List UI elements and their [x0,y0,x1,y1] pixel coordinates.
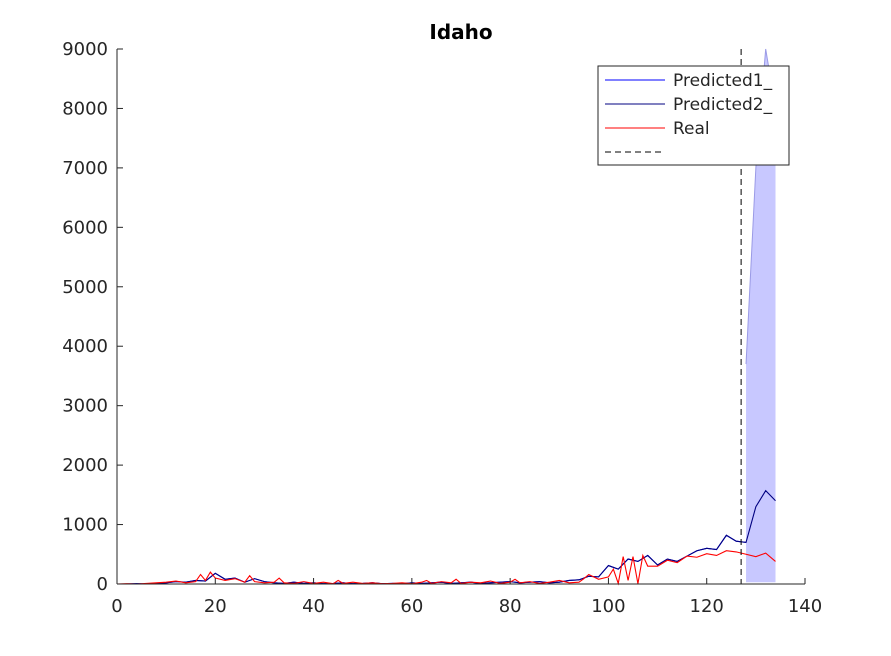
y-tick-label-8: 8000 [62,98,108,119]
legend-box [597,65,790,166]
legend-label-0: Predicted1_ [673,71,773,91]
x-tick-label-2: 40 [302,596,325,617]
legend-label-1: Predicted2_ [673,95,773,115]
y-tick-label-9: 9000 [62,39,108,60]
y-tick-label-7: 7000 [62,158,108,179]
y-tick-label-0: 0 [97,574,108,595]
confidence-band [746,49,776,583]
y-tick-label-6: 6000 [62,217,108,238]
x-tick-label-5: 100 [591,596,625,617]
x-tick-label-0: 0 [111,596,122,617]
x-tick-label-7: 140 [788,596,822,617]
legend-label-2: Real [673,119,710,139]
plot-area [116,48,777,586]
x-tick-label-1: 20 [204,596,227,617]
chart-title: Idaho [429,20,492,44]
series-line-2 [116,550,776,586]
y-tick-label-1: 1000 [62,515,108,536]
x-tick-label-4: 80 [499,596,522,617]
axes: 0 20 40 60 80 100 120 140 0 1000 2000 3000 4000 5000 6… [62,39,822,617]
series-line-1 [117,489,776,585]
x-tick-label-3: 60 [400,596,423,617]
y-tick-label-5: 5000 [62,277,108,298]
y-tick-label-3: 3000 [62,396,108,417]
y-tick-label-2: 2000 [62,455,108,476]
y-tick-label-4: 4000 [62,336,108,357]
x-tick-label-6: 120 [690,596,724,617]
legend: Predicted1_ Predicted2_ Real [597,65,790,166]
